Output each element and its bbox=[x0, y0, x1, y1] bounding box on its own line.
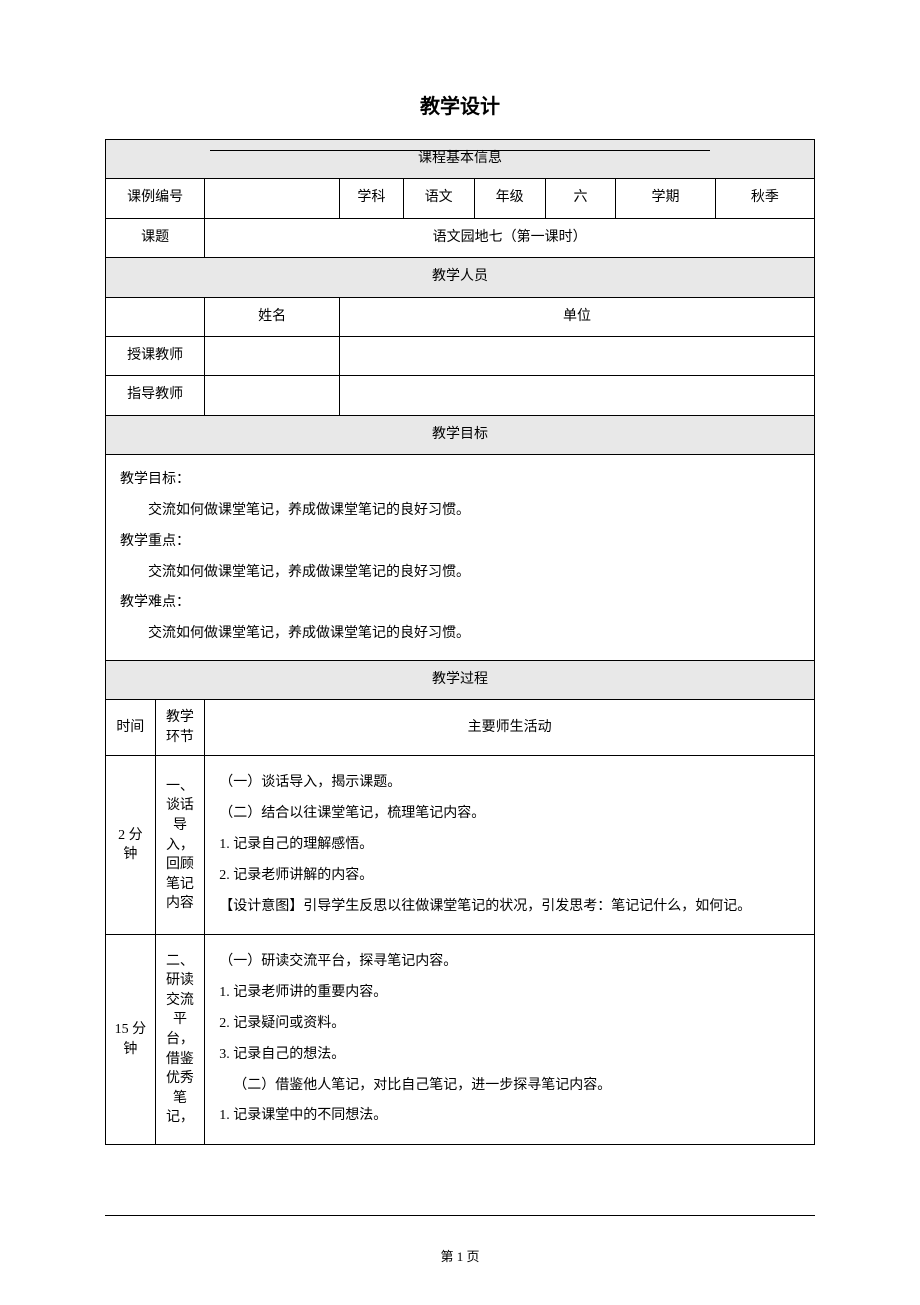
row-teacher: 授课教师 bbox=[106, 336, 815, 375]
section-process: 教学过程 bbox=[106, 660, 815, 699]
top-rule bbox=[210, 150, 710, 151]
row-identifiers: 课例编号 学科 语文 年级 六 学期 秋季 bbox=[106, 179, 815, 218]
act2-line3: 2. 记录疑问或资料。 bbox=[219, 1009, 800, 1040]
phase-1: 一、谈话导入，回顾笔记内容 bbox=[155, 756, 205, 935]
act2-line5: （二）借鉴他人笔记，对比自己笔记，进一步探寻笔记内容。 bbox=[219, 1071, 800, 1102]
label-time: 时间 bbox=[106, 700, 156, 756]
label-topic: 课题 bbox=[106, 218, 205, 257]
label-teacher: 授课教师 bbox=[106, 336, 205, 375]
act1-line2: （二）结合以往课堂笔记，梳理笔记内容。 bbox=[219, 799, 800, 830]
act2-line4: 3. 记录自己的想法。 bbox=[219, 1040, 800, 1071]
section-staff: 教学人员 bbox=[106, 258, 815, 297]
process-row-1: 2 分钟 一、谈话导入，回顾笔记内容 （一）谈话导入，揭示课题。 （二）结合以往… bbox=[106, 756, 815, 935]
obj-heading-2: 教学重点： bbox=[120, 527, 800, 558]
value-advisor-unit bbox=[339, 376, 814, 415]
time-1: 2 分钟 bbox=[106, 756, 156, 935]
row-advisor: 指导教师 bbox=[106, 376, 815, 415]
act1-line4: 2. 记录老师讲解的内容。 bbox=[219, 861, 800, 892]
process-row-2: 15 分钟 二、研读交流平台，借鉴优秀笔记， （一）研读交流平台，探寻笔记内容。… bbox=[106, 935, 815, 1145]
blank-cell bbox=[106, 297, 205, 336]
label-semester: 学期 bbox=[616, 179, 715, 218]
activity-1: （一）谈话导入，揭示课题。 （二）结合以往课堂笔记，梳理笔记内容。 1. 记录自… bbox=[205, 756, 815, 935]
label-unit: 单位 bbox=[339, 297, 814, 336]
value-teacher-unit bbox=[339, 336, 814, 375]
lesson-plan-table: 课程基本信息 课例编号 学科 语文 年级 六 学期 秋季 课题 语文园地七（第一… bbox=[105, 139, 815, 1145]
phase-2: 二、研读交流平台，借鉴优秀笔记， bbox=[155, 935, 205, 1145]
obj-text-1: 交流如何做课堂笔记，养成做课堂笔记的良好习惯。 bbox=[120, 496, 800, 527]
section-basic-info: 课程基本信息 bbox=[106, 140, 815, 179]
act2-line1: （一）研读交流平台，探寻笔记内容。 bbox=[219, 947, 800, 978]
value-topic: 语文园地七（第一课时） bbox=[205, 218, 815, 257]
page-title: 教学设计 bbox=[105, 90, 815, 119]
label-phase: 教学环节 bbox=[155, 700, 205, 756]
act1-line1: （一）谈话导入，揭示课题。 bbox=[219, 768, 800, 799]
section-objectives: 教学目标 bbox=[106, 415, 815, 454]
value-advisor-name bbox=[205, 376, 340, 415]
page-footer: 第 1 页 bbox=[105, 1246, 815, 1265]
act2-line6: 1. 记录课堂中的不同想法。 bbox=[219, 1101, 800, 1132]
value-lesson-id bbox=[205, 179, 340, 218]
bottom-rule bbox=[105, 1215, 815, 1216]
value-teacher-name bbox=[205, 336, 340, 375]
row-topic: 课题 语文园地七（第一课时） bbox=[106, 218, 815, 257]
row-objectives-content: 教学目标： 交流如何做课堂笔记，养成做课堂笔记的良好习惯。 教学重点： 交流如何… bbox=[106, 455, 815, 661]
obj-text-2: 交流如何做课堂笔记，养成做课堂笔记的良好习惯。 bbox=[120, 558, 800, 589]
objectives-cell: 教学目标： 交流如何做课堂笔记，养成做课堂笔记的良好习惯。 教学重点： 交流如何… bbox=[106, 455, 815, 661]
activity-2: （一）研读交流平台，探寻笔记内容。 1. 记录老师讲的重要内容。 2. 记录疑问… bbox=[205, 935, 815, 1145]
row-staff-header: 姓名 单位 bbox=[106, 297, 815, 336]
section-basic-label: 课程基本信息 bbox=[106, 140, 815, 179]
label-name: 姓名 bbox=[205, 297, 340, 336]
label-grade: 年级 bbox=[474, 179, 545, 218]
section-process-label: 教学过程 bbox=[106, 660, 815, 699]
row-process-header: 时间 教学环节 主要师生活动 bbox=[106, 700, 815, 756]
value-semester: 秋季 bbox=[715, 179, 814, 218]
time-2: 15 分钟 bbox=[106, 935, 156, 1145]
act1-line5: 【设计意图】引导学生反思以往做课堂笔记的状况，引发思考：笔记记什么，如何记。 bbox=[219, 892, 800, 923]
label-lesson-id: 课例编号 bbox=[106, 179, 205, 218]
obj-text-3: 交流如何做课堂笔记，养成做课堂笔记的良好习惯。 bbox=[120, 619, 800, 650]
label-subject: 学科 bbox=[339, 179, 403, 218]
act2-line2: 1. 记录老师讲的重要内容。 bbox=[219, 978, 800, 1009]
value-grade: 六 bbox=[545, 179, 616, 218]
value-subject: 语文 bbox=[403, 179, 474, 218]
act1-line3: 1. 记录自己的理解感悟。 bbox=[219, 830, 800, 861]
obj-heading-3: 教学难点： bbox=[120, 588, 800, 619]
obj-heading-1: 教学目标： bbox=[120, 465, 800, 496]
label-activity: 主要师生活动 bbox=[205, 700, 815, 756]
label-advisor: 指导教师 bbox=[106, 376, 205, 415]
section-staff-label: 教学人员 bbox=[106, 258, 815, 297]
section-objectives-label: 教学目标 bbox=[106, 415, 815, 454]
